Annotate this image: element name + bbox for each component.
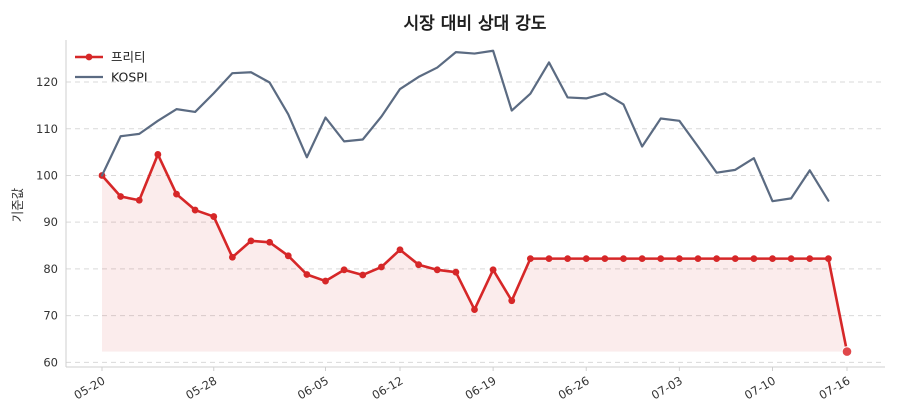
series-0-point: [545, 255, 553, 263]
legend-label: KOSPI: [111, 70, 148, 85]
x-tick-label: 07-16: [817, 373, 853, 402]
series-0-point: [303, 271, 311, 278]
x-tick-label: 06-12: [370, 373, 406, 402]
series-0-point: [526, 255, 534, 263]
series-0-point: [377, 263, 385, 271]
series-0-point: [489, 266, 497, 274]
series-0-point: [340, 266, 348, 274]
series-0-point: [508, 297, 516, 305]
series-0-point: [154, 151, 162, 158]
series-0-point: [769, 255, 776, 263]
x-tick-label: 07-10: [742, 373, 778, 402]
legend-label: 프리티: [111, 50, 146, 65]
series-0-point: [731, 255, 739, 263]
series-layer: [98, 49, 853, 357]
y-tick-label: 110: [36, 122, 58, 136]
series-0-point: [247, 237, 255, 245]
series-0-point: [841, 346, 853, 357]
area-fill-layer: [102, 154, 847, 352]
series-0-point: [638, 255, 646, 263]
series-0-point: [396, 246, 404, 254]
series-0-point: [694, 255, 702, 263]
y-tick-label: 90: [43, 215, 58, 229]
x-tick-label: 06-26: [556, 373, 592, 402]
axes: [65, 40, 885, 371]
series-0-point: [173, 190, 180, 198]
series-0-point: [266, 238, 274, 246]
series-0-point: [582, 255, 590, 263]
series-0-point: [433, 266, 441, 274]
x-tick-label: 06-05: [295, 373, 331, 402]
series-0-point: [713, 255, 721, 263]
y-tick-label: 100: [36, 168, 58, 182]
x-tick-label: 06-19: [463, 373, 499, 402]
legend: 프리티 KOSPI: [75, 50, 148, 85]
series-0-point: [135, 196, 143, 204]
series-0-point: [601, 255, 609, 263]
series-1-line: [100, 49, 830, 203]
y-axis-label: 기준값: [10, 187, 25, 222]
chart-title: 시장 대비 상대 강도: [404, 14, 547, 34]
series-0-point: [657, 255, 665, 263]
x-tick-label: 05-20: [72, 373, 108, 402]
series-0-point: [787, 255, 795, 263]
series-0-point: [471, 306, 478, 313]
grid-lines: [66, 81, 885, 363]
y-tick-label: 80: [43, 262, 58, 276]
series-0-area: [102, 154, 847, 352]
x-tick-label: 07-03: [649, 373, 685, 402]
series-0-point: [117, 193, 125, 200]
series-0-point: [750, 255, 758, 263]
series-0-point: [620, 255, 627, 263]
series-0-point: [210, 213, 218, 220]
series-0-point: [228, 253, 236, 261]
series-0-point: [452, 268, 460, 276]
series-0-point: [359, 271, 367, 279]
series-0-point: [824, 255, 832, 263]
y-tick-label: 60: [43, 355, 58, 369]
series-0-point: [675, 255, 683, 263]
series-0-point: [564, 255, 572, 263]
series-0-point: [284, 252, 292, 260]
series-0-point: [415, 261, 423, 269]
series-0-point: [322, 277, 329, 285]
series-0-point: [806, 255, 814, 263]
legend-marker: [85, 53, 93, 61]
y-tick-label: 70: [43, 309, 58, 323]
y-tick-label: 120: [36, 75, 58, 89]
series-0-point: [191, 206, 199, 214]
x-tick-label: 05-28: [183, 373, 219, 402]
